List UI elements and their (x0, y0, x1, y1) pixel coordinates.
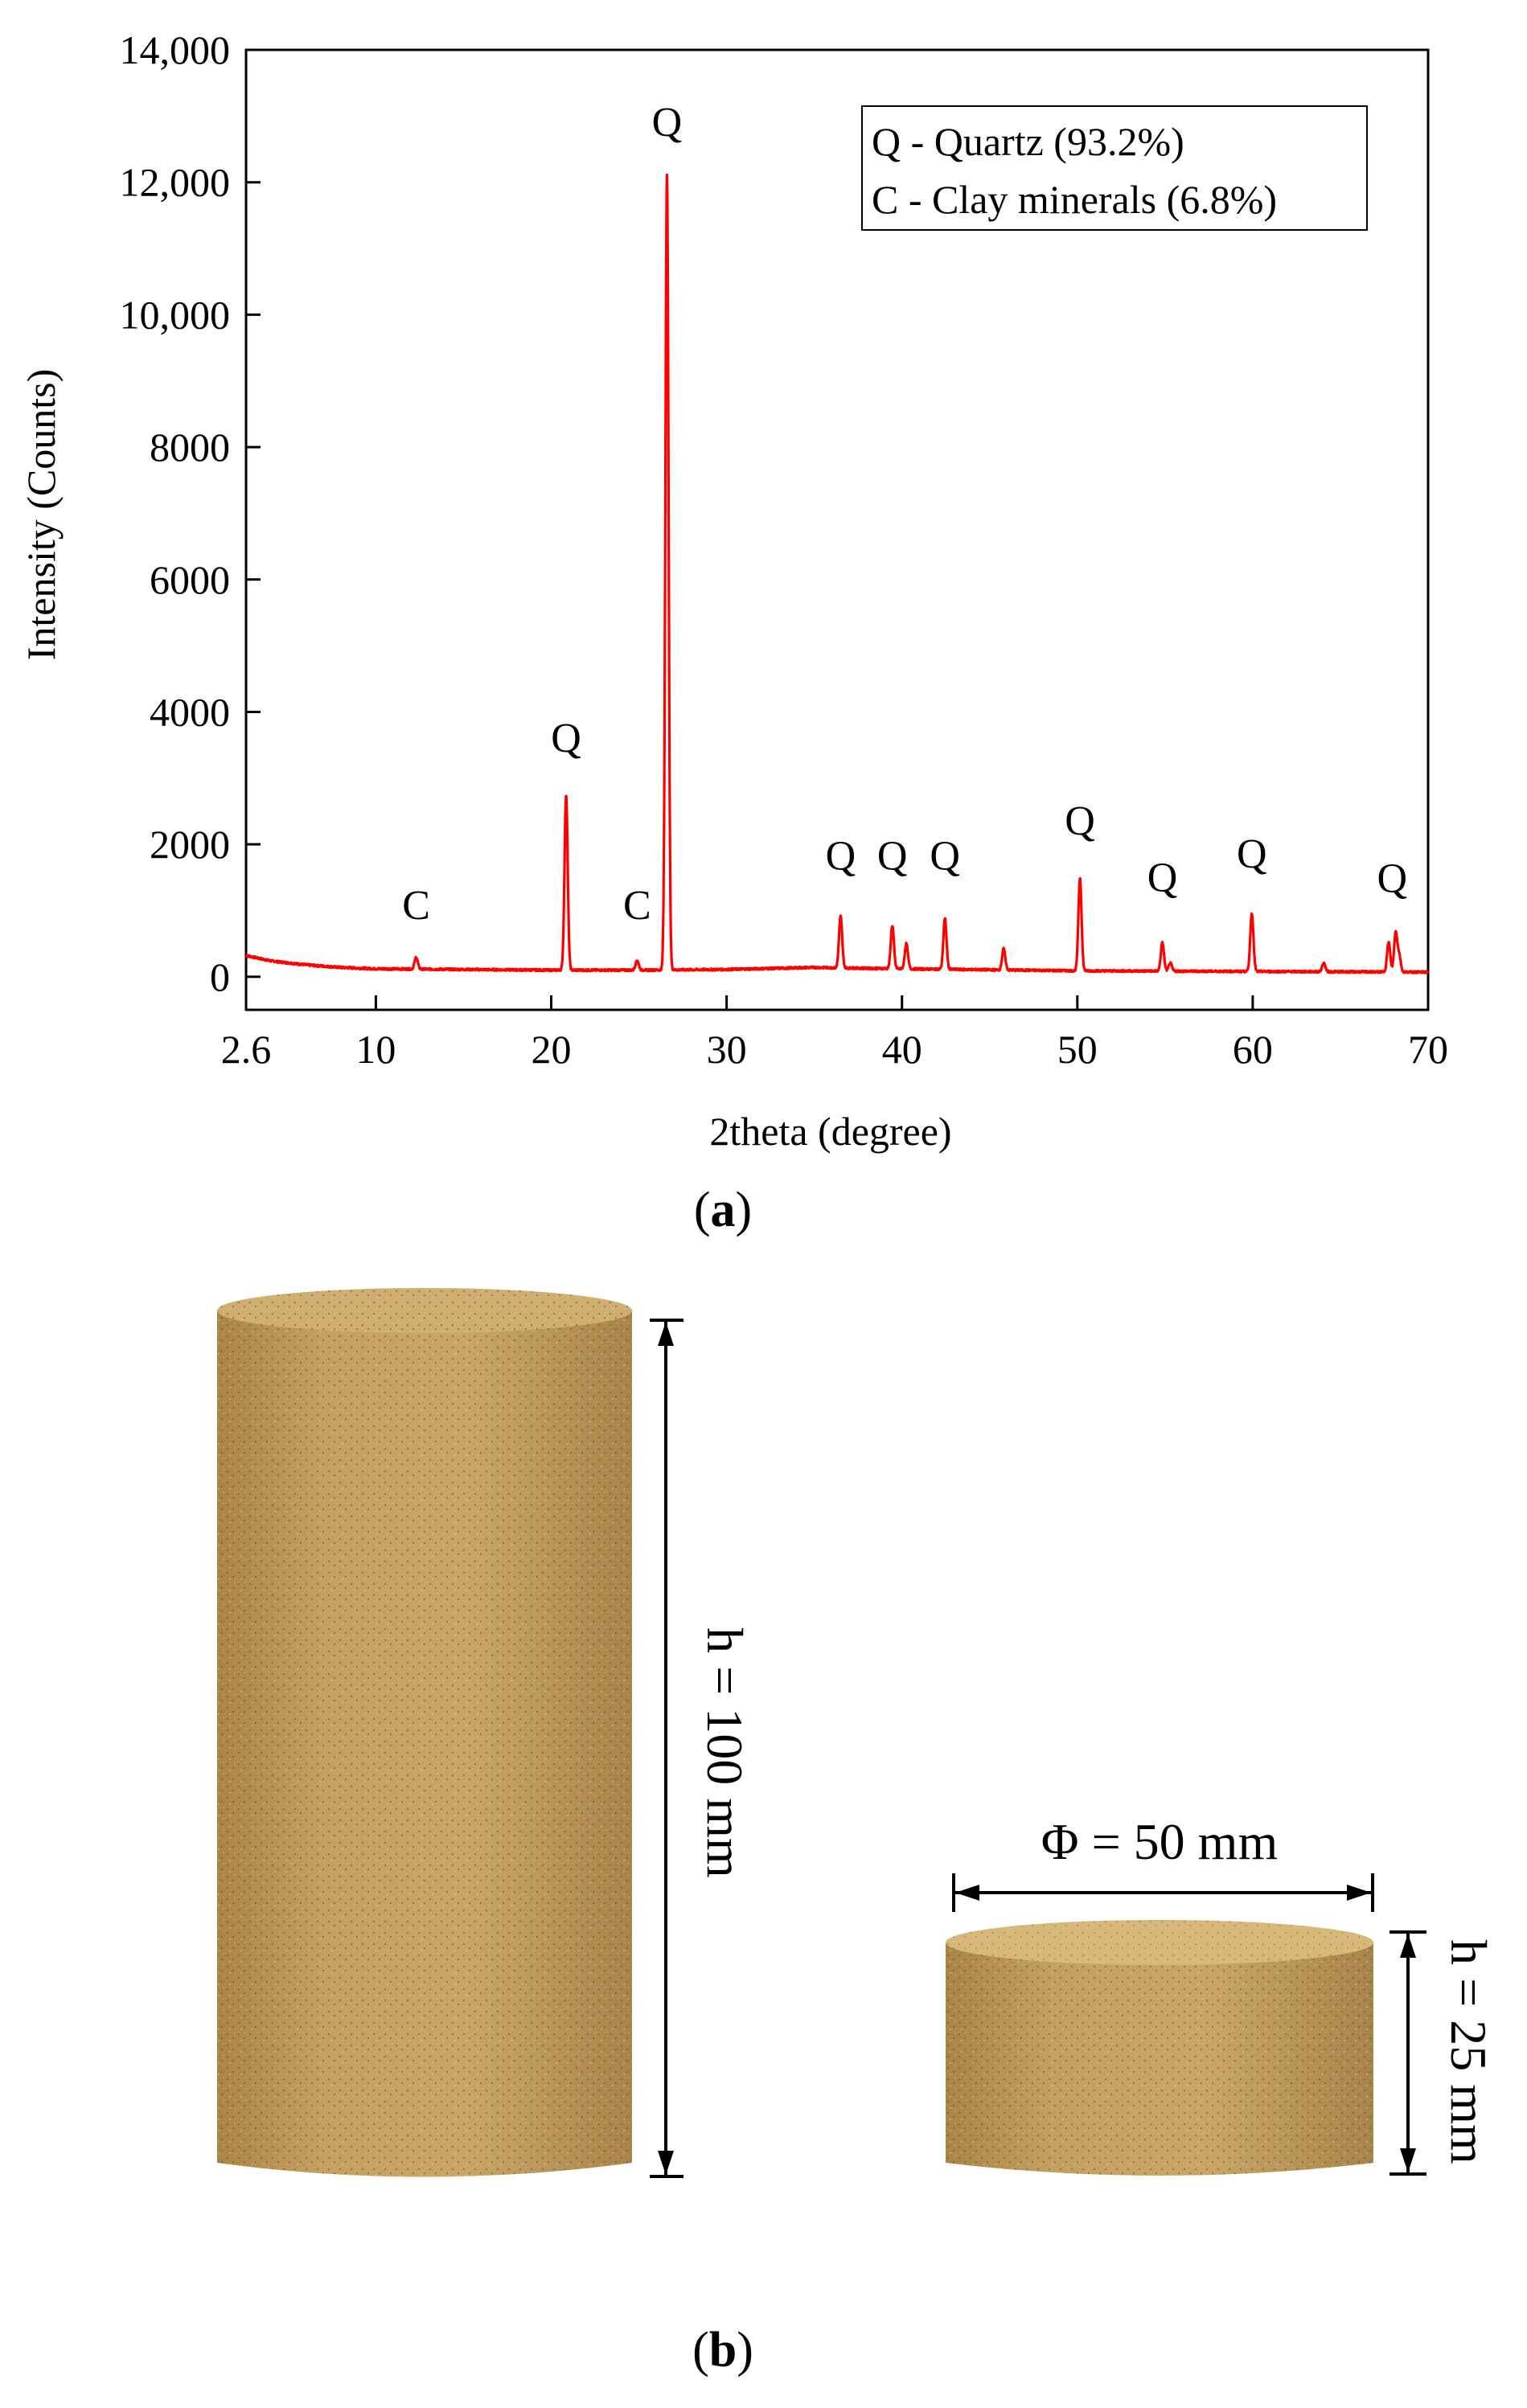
plot-frame (244, 48, 1430, 1011)
x-tick-label: 20 (531, 1027, 571, 1072)
tall-height-label: h = 100 mm (696, 1627, 753, 1878)
xrd-chart: 0 2000 4000 6000 8000 10,000 12,000 14,000 2.6 1… (18, 27, 1448, 1154)
x-tick-label: 30 (707, 1027, 747, 1072)
y-axis: 0 2000 4000 6000 8000 10,000 12,000 14,000 (120, 27, 261, 999)
specimen-short (946, 1920, 1373, 2176)
peak-label: C (402, 883, 430, 929)
plot-area-border (244, 48, 1430, 1011)
peak-label: Q (1065, 798, 1095, 844)
tall-height-dimension (650, 1319, 683, 2178)
legend: Q - Quartz (93.2%) C - Clay minerals (6.… (861, 105, 1368, 231)
peak-label: Q (930, 833, 960, 879)
legend-box (861, 105, 1368, 231)
y-axis-label: Intensity (Counts) (18, 369, 64, 660)
x-axis-label: 2theta (degree) (709, 1109, 951, 1154)
xrd-series-line (244, 173, 1430, 974)
x-axis: 2.6 10 20 30 40 50 60 70 (221, 995, 1448, 1072)
y-tick-label: 4000 (150, 689, 230, 734)
short-height-dimension (1389, 1930, 1426, 2176)
panel-a-letter: a (710, 1183, 736, 1237)
y-tick-label: 12,000 (120, 160, 231, 205)
y-tick-label: 8000 (150, 425, 230, 470)
y-tick-label: 2000 (150, 822, 230, 867)
peak-label: Q (1237, 831, 1267, 877)
panel-b-letter: b (708, 2323, 737, 2377)
y-tick-label: 10,000 (120, 292, 231, 337)
short-diameter-label: Φ = 50 mm (1041, 1813, 1278, 1870)
y-tick-label: 14,000 (120, 27, 231, 72)
y-tick-label: 6000 (150, 557, 230, 602)
x-tick-label: 10 (355, 1027, 396, 1072)
x-tick-label: 60 (1233, 1027, 1273, 1072)
panel-b-label: (b) (692, 2323, 753, 2377)
y-tick-label: 0 (210, 954, 230, 999)
peak-label: Q (826, 833, 856, 879)
specimen-photo: h = 100 mm Φ = 50 mm h = 25 mm (217, 1288, 1497, 2178)
short-height-label: h = 25 mm (1440, 1939, 1497, 2164)
peak-label: Q (1147, 855, 1178, 901)
x-tick-label: 70 (1408, 1027, 1448, 1072)
panel-a-label: (a) (693, 1183, 753, 1237)
peak-label: Q (652, 100, 683, 146)
peak-label: Q (551, 716, 581, 761)
legend-entry-clay: C - Clay minerals (6.8%) (872, 177, 1277, 222)
x-tick-label: 50 (1057, 1027, 1098, 1072)
specimen-tall (217, 1288, 632, 2177)
legend-entry-quartz: Q - Quartz (93.2%) (872, 119, 1184, 164)
peak-label: Q (877, 833, 908, 879)
short-diameter-dimension (952, 1873, 1374, 1912)
peak-label: C (623, 883, 651, 929)
x-tick-label: 2.6 (221, 1027, 272, 1072)
x-tick-label: 40 (882, 1027, 922, 1072)
peak-label: Q (1377, 855, 1408, 901)
